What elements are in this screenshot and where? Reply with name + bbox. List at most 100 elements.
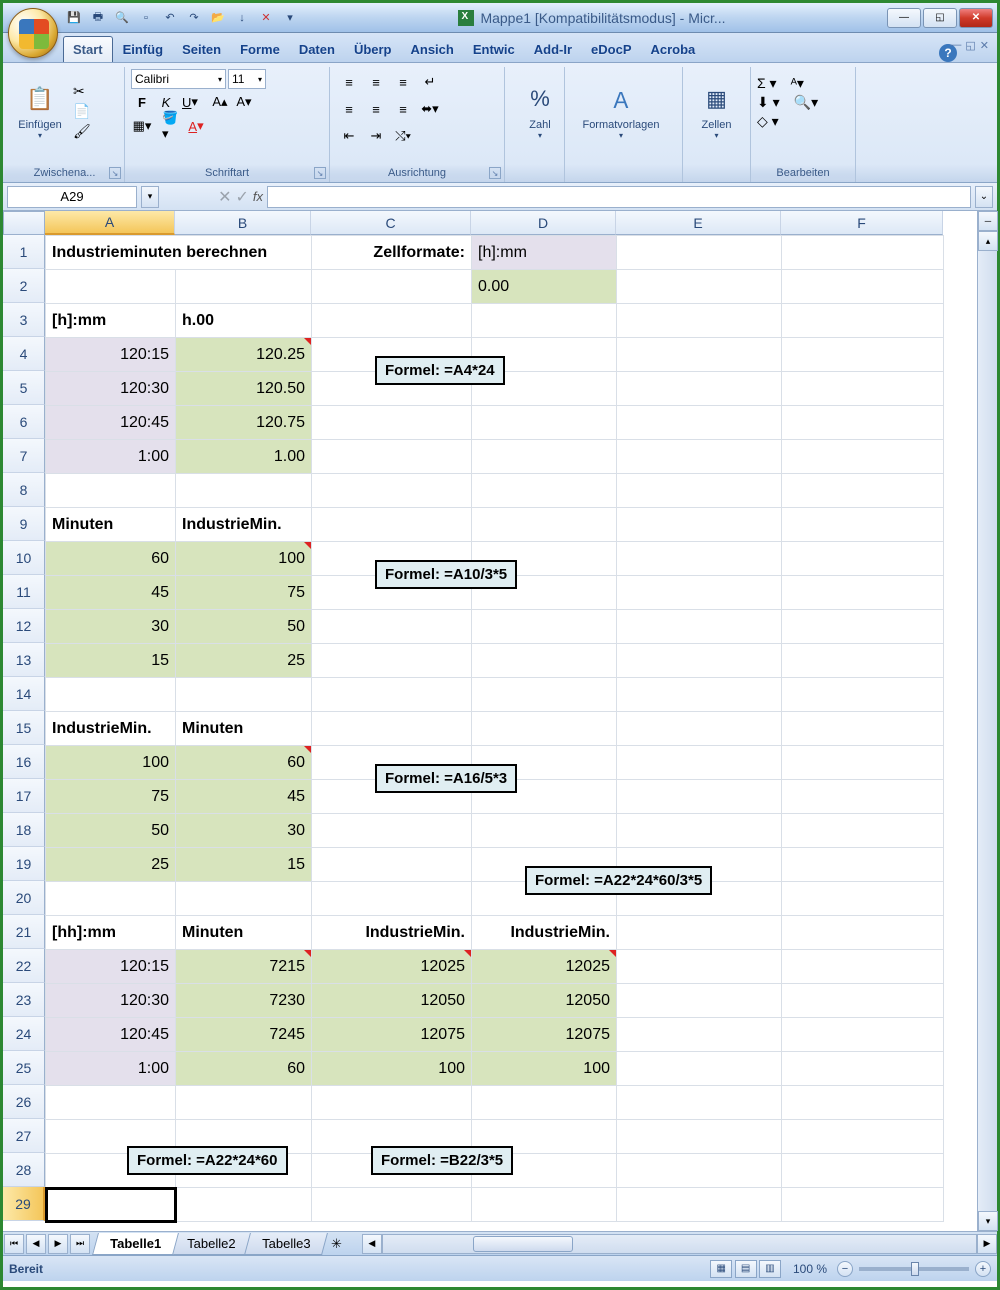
cell-B10[interactable]: 100 bbox=[176, 542, 312, 576]
cell-F9[interactable] bbox=[782, 508, 944, 542]
cell-A10[interactable]: 60 bbox=[46, 542, 176, 576]
cell-A7[interactable]: 1:00 bbox=[46, 440, 176, 474]
cell-D23[interactable]: 12050 bbox=[472, 984, 617, 1018]
row-header-27[interactable]: 27 bbox=[3, 1119, 45, 1153]
zoom-slider[interactable]: − + bbox=[837, 1261, 991, 1277]
cell-B5[interactable]: 120.50 bbox=[176, 372, 312, 406]
font-size-combo[interactable]: 11▾ bbox=[228, 69, 266, 89]
formula-input[interactable] bbox=[267, 186, 971, 208]
row-header-14[interactable]: 14 bbox=[3, 677, 45, 711]
cell-C21[interactable]: IndustrieMin. bbox=[312, 916, 472, 950]
cell-C12[interactable] bbox=[312, 610, 472, 644]
expand-formula-bar-button[interactable]: ⌄ bbox=[975, 186, 993, 208]
underline-button[interactable]: U▾ bbox=[179, 91, 201, 113]
align-center-button[interactable]: ≡ bbox=[363, 96, 389, 122]
row-header-23[interactable]: 23 bbox=[3, 983, 45, 1017]
cell-A5[interactable]: 120:30 bbox=[46, 372, 176, 406]
preview-icon[interactable]: 🔍 bbox=[113, 9, 131, 27]
new-icon[interactable]: ▫ bbox=[137, 9, 155, 27]
sort-icon[interactable]: ↓ bbox=[233, 9, 251, 27]
cell-B12[interactable]: 50 bbox=[176, 610, 312, 644]
tab-start[interactable]: Start bbox=[63, 36, 113, 62]
page-break-button[interactable]: ▥ bbox=[759, 1260, 781, 1278]
cell-D7[interactable] bbox=[472, 440, 617, 474]
row-header-15[interactable]: 15 bbox=[3, 711, 45, 745]
tab-daten[interactable]: Daten bbox=[290, 37, 344, 62]
qat-dropdown-icon[interactable]: ▾ bbox=[281, 9, 299, 27]
cell-E6[interactable] bbox=[617, 406, 782, 440]
cell-B6[interactable]: 120.75 bbox=[176, 406, 312, 440]
scroll-down-icon[interactable]: ▾ bbox=[978, 1211, 998, 1231]
row-header-6[interactable]: 6 bbox=[3, 405, 45, 439]
fill-icon[interactable]: ⬇ ▾ bbox=[757, 94, 780, 111]
cell-B2[interactable] bbox=[176, 270, 312, 304]
font-color-button[interactable]: A▾ bbox=[185, 115, 207, 137]
cell-E11[interactable] bbox=[617, 576, 782, 610]
cell-A17[interactable]: 75 bbox=[46, 780, 176, 814]
align-middle-button[interactable]: ≡ bbox=[363, 69, 389, 95]
new-sheet-icon[interactable]: ✳ bbox=[331, 1236, 342, 1252]
cell-B20[interactable] bbox=[176, 882, 312, 916]
cell-F24[interactable] bbox=[782, 1018, 944, 1052]
cell-A13[interactable]: 15 bbox=[46, 644, 176, 678]
cell-F19[interactable] bbox=[782, 848, 944, 882]
row-header-26[interactable]: 26 bbox=[3, 1085, 45, 1119]
name-box-dropdown[interactable]: ▾ bbox=[141, 186, 159, 208]
cell-F7[interactable] bbox=[782, 440, 944, 474]
scroll-right-icon[interactable]: ▶ bbox=[977, 1234, 997, 1254]
row-header-18[interactable]: 18 bbox=[3, 813, 45, 847]
cell-F2[interactable] bbox=[782, 270, 944, 304]
cell-E10[interactable] bbox=[617, 542, 782, 576]
row-header-22[interactable]: 22 bbox=[3, 949, 45, 983]
zoom-out-button[interactable]: − bbox=[837, 1261, 853, 1277]
cell-F29[interactable] bbox=[782, 1188, 944, 1222]
find-icon[interactable]: 🔍▾ bbox=[794, 94, 818, 111]
cell-A20[interactable] bbox=[46, 882, 176, 916]
cell-A2[interactable] bbox=[46, 270, 176, 304]
row-header-29[interactable]: 29 bbox=[3, 1187, 45, 1221]
cell-D22[interactable]: 12025 bbox=[472, 950, 617, 984]
cell-F13[interactable] bbox=[782, 644, 944, 678]
tab-ansich[interactable]: Ansich bbox=[402, 37, 463, 62]
cell-F5[interactable] bbox=[782, 372, 944, 406]
shrink-font-button[interactable]: A▾ bbox=[233, 91, 255, 113]
cell-F23[interactable] bbox=[782, 984, 944, 1018]
cell-E7[interactable] bbox=[617, 440, 782, 474]
cell-A15[interactable]: IndustrieMin. bbox=[46, 712, 176, 746]
cell-D26[interactable] bbox=[472, 1086, 617, 1120]
cell-E4[interactable] bbox=[617, 338, 782, 372]
cell-E2[interactable] bbox=[617, 270, 782, 304]
cell-E1[interactable] bbox=[617, 236, 782, 270]
prev-sheet-icon[interactable]: ◀ bbox=[26, 1234, 46, 1254]
cell-F14[interactable] bbox=[782, 678, 944, 712]
sheet-tab-tabelle3[interactable]: Tabelle3 bbox=[244, 1233, 328, 1255]
cell-C14[interactable] bbox=[312, 678, 472, 712]
cell-C15[interactable] bbox=[312, 712, 472, 746]
tab-forme[interactable]: Forme bbox=[231, 37, 289, 62]
cell-E24[interactable] bbox=[617, 1018, 782, 1052]
cell-B7[interactable]: 1.00 bbox=[176, 440, 312, 474]
cell-F8[interactable] bbox=[782, 474, 944, 508]
cell-F10[interactable] bbox=[782, 542, 944, 576]
row-header-2[interactable]: 2 bbox=[3, 269, 45, 303]
scroll-left-icon[interactable]: ◀ bbox=[362, 1234, 382, 1254]
cell-B13[interactable]: 25 bbox=[176, 644, 312, 678]
cell-B18[interactable]: 30 bbox=[176, 814, 312, 848]
cell-B17[interactable]: 45 bbox=[176, 780, 312, 814]
autosum-icon[interactable]: Σ ▾ bbox=[757, 75, 777, 92]
page-layout-button[interactable]: ▤ bbox=[735, 1260, 757, 1278]
cell-D2[interactable]: 0.00 bbox=[472, 270, 617, 304]
cell-C20[interactable] bbox=[312, 882, 472, 916]
col-header-B[interactable]: B bbox=[175, 211, 311, 235]
wrap-text-button[interactable]: ↵ bbox=[417, 69, 443, 95]
select-all-button[interactable] bbox=[3, 211, 45, 235]
cell-E25[interactable] bbox=[617, 1052, 782, 1086]
cell-A29[interactable] bbox=[46, 1188, 176, 1222]
open-icon[interactable]: 📂 bbox=[209, 9, 227, 27]
cell-A24[interactable]: 120:45 bbox=[46, 1018, 176, 1052]
row-header-20[interactable]: 20 bbox=[3, 881, 45, 915]
cell-B24[interactable]: 7245 bbox=[176, 1018, 312, 1052]
row-header-21[interactable]: 21 bbox=[3, 915, 45, 949]
row-header-11[interactable]: 11 bbox=[3, 575, 45, 609]
cell-D29[interactable] bbox=[472, 1188, 617, 1222]
